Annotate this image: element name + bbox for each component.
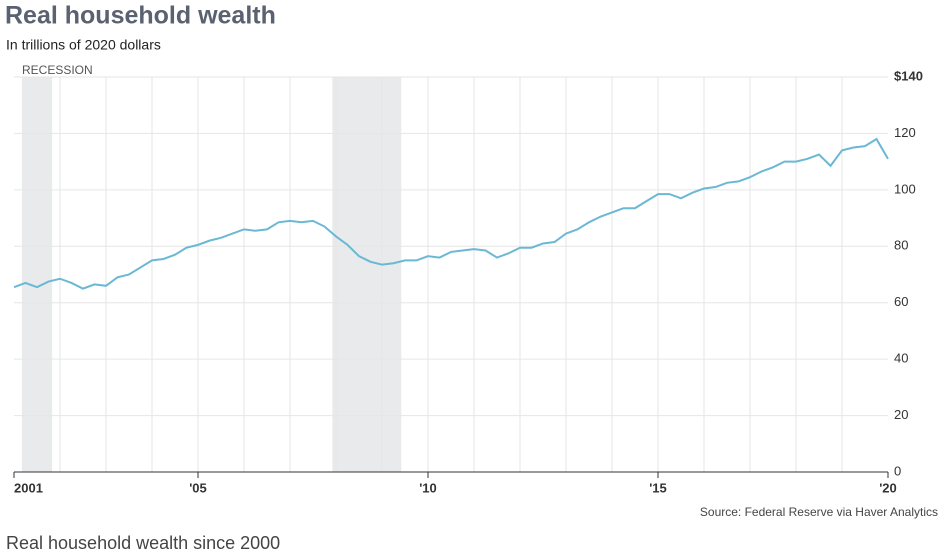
caption: Real household wealth since 2000: [6, 533, 280, 553]
chart-subtitle: In trillions of 2020 dollars: [6, 37, 161, 53]
y-tick-label: $140: [894, 68, 923, 83]
recession-band: [21, 77, 53, 472]
x-tick-label: 2001: [14, 480, 43, 495]
chart-title: Real household wealth: [5, 2, 276, 30]
x-tick-label: '15: [649, 480, 667, 495]
y-tick-label: 80: [894, 238, 908, 253]
y-tick-label: 60: [894, 294, 908, 309]
y-tick-label: 40: [894, 351, 908, 366]
y-tick-label: 0: [894, 463, 901, 478]
y-tick-label: 120: [894, 125, 916, 140]
x-tick-label: '20: [879, 480, 897, 495]
recession-band: [332, 77, 402, 472]
data-line: [13, 137, 889, 290]
y-tick-label: 100: [894, 181, 916, 196]
source: Source: Federal Reserve via Haver Analyt…: [700, 505, 938, 519]
x-tick-label: '10: [419, 480, 437, 495]
recession-label: RECESSION: [22, 63, 93, 77]
x-tick-label: '05: [189, 480, 207, 495]
y-tick-label: 20: [894, 407, 908, 422]
